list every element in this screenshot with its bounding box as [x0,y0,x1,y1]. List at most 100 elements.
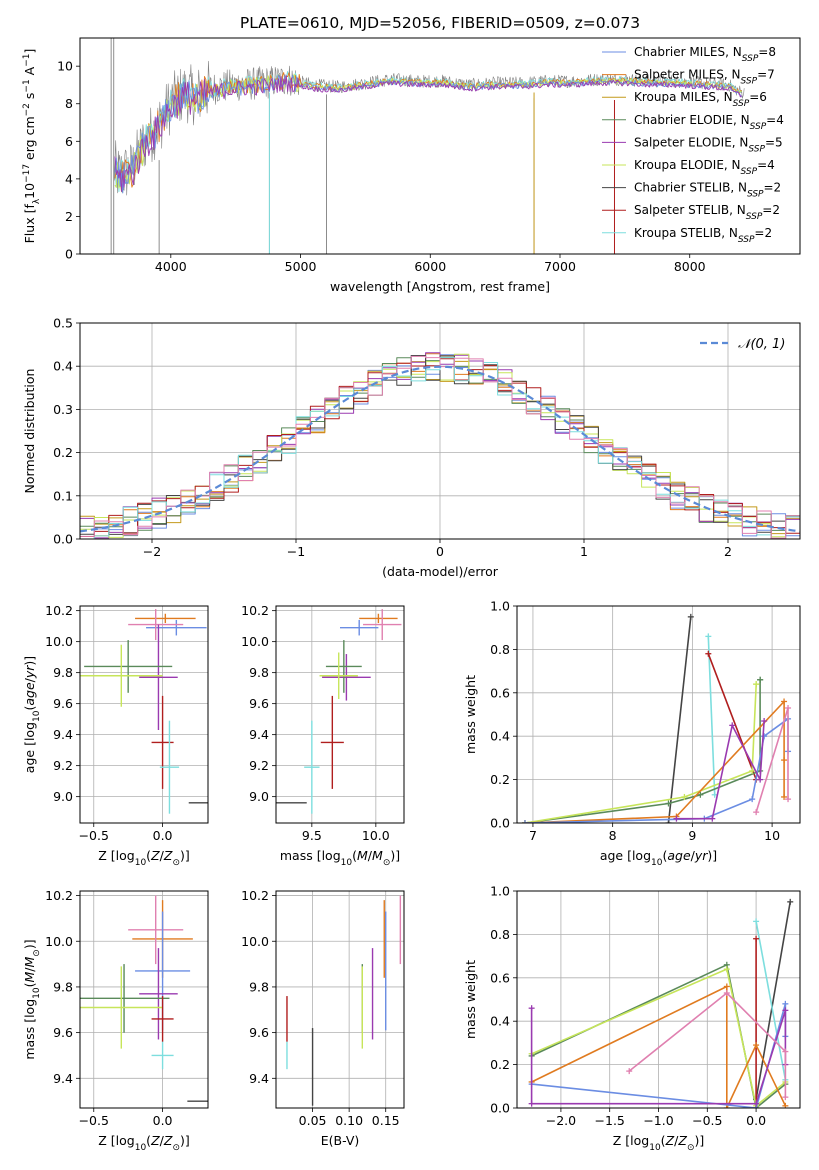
mass_vs_ebv-xtick-label: 0.05 [299,1113,327,1128]
label-part: Z [log [613,1133,649,1148]
age_vs_z-ytick-label: 9.4 [53,727,73,742]
label-part: 10 [649,1143,661,1153]
weight-line [524,679,761,823]
y-axis-label: mass [log10(M/M⊙)] [22,939,42,1059]
x-axis-label: mass [log10(M/M⊙)] [280,848,400,868]
massweight_vs_z-xtick-label: −2.0 [546,1113,576,1128]
label-part: M [372,848,383,863]
legend-label: Salpeter ELODIE, NSSP=5 [634,135,783,154]
massweight_vs_z-xtick-label: −1.5 [595,1113,625,1128]
massweight_vs_age-ytick-label: 0.2 [490,772,510,787]
mass_vs_ebv-ytick-label: 10.2 [241,888,269,903]
weight-line [524,717,789,823]
y-axis-label: age [log10(age/yr)] [22,656,42,773]
label-part: 10 [341,858,353,868]
age_vs_mass-plot-area [276,609,402,814]
label-part: ⊙ [172,858,180,868]
label-part: ( [661,1133,666,1148]
label-part: age [22,682,37,706]
label-part: Chabrier STELIB, N [634,181,747,195]
age_vs_z-ytick-label: 9.8 [53,665,73,680]
mass_vs_z-ytick-label: 10.0 [45,934,73,949]
spectrum-ytick-label: 10 [57,59,73,74]
residuals-xtick-label: −2 [143,544,161,559]
residuals-plot-area [80,352,800,539]
spectrum-ytick-label: 6 [65,134,73,149]
age_vs_z-ytick-label: 9.6 [53,696,73,711]
weight-line [755,921,787,1080]
label-part: / [22,677,37,682]
label-part: 10 [32,987,42,999]
y-axis-label: mass weight [463,960,478,1039]
label-part: =2 [754,226,772,240]
spectrum-ytick-label: 0 [65,247,73,262]
massweight_vs_age-ytick-label: 0.4 [490,729,510,744]
label-part: )] [707,848,717,863]
residuals-ytick-label: 0.2 [53,445,73,460]
label-part: ] [22,49,37,54]
label-part: Z [150,1133,160,1148]
spectrum-ytick-label: 8 [65,96,73,111]
axes-frame [79,605,209,824]
label-part: ⊙ [32,949,42,957]
x-axis-label: wavelength [Angstrom, rest frame] [330,279,550,294]
spectrum-xtick-label: 4000 [155,259,187,274]
legend-label: 𝒩(0, 1) [738,337,785,352]
label-part: Z [677,1133,687,1148]
age_vs_z-panel: −0.5 0.09.09.29.49.69.810.010.2Z [log10(Z… [22,603,209,868]
label-part: yr [694,848,708,863]
massweight_vs_age-xtick-label: 9 [688,828,696,843]
label-part: =2 [764,181,782,195]
legend-label: Salpeter MILES, NSSP=7 [634,68,775,87]
weight-line [707,653,757,780]
label-part: Kroupa STELIB, N [634,226,738,240]
residuals-ytick-label: 0.1 [53,488,73,503]
massweight_vs_age-xtick-label: 8 [609,828,617,843]
y-axis-label: mass weight [463,675,478,754]
label-part: SSP [733,99,750,109]
residuals-xtick-label: −1 [287,544,305,559]
label-part: ( [22,706,37,711]
label-part: −1 [22,54,32,67]
mass_vs_z-plot-area [80,895,208,1102]
label-part: =8 [758,45,776,59]
mass_vs_ebv-xtick-label: 0.10 [335,1113,363,1128]
age_vs_z-xtick-label: 0.0 [153,828,173,843]
label-part: SSP [741,77,758,87]
massweight_vs_z-ytick-label: 0.6 [490,970,510,985]
age_vs_mass-xtick-label: 9.5 [302,828,322,843]
x-axis-label: (data-model)/error [382,564,499,579]
legend-label: Kroupa MILES, NSSP=6 [634,90,767,109]
spectrum-ytick-label: 4 [65,171,73,186]
label-part: ( [146,848,151,863]
age_vs_z-plot-area [80,609,208,814]
label-part: ⊙ [172,1143,180,1153]
label-part: Normed distribution [22,369,37,494]
mass_vs_z-ytick-label: 9.4 [53,1071,73,1086]
age_vs_mass-panel: 9.5 10.0 9.0 9.2 9.4 9.6 9.8 10.0 10.2 mass [log1… [241,603,405,868]
label-part: SSP [747,190,764,200]
massweight_vs_age-ytick-label: 0.8 [490,642,510,657]
massweight_vs_age-ytick-label: 0.6 [490,685,510,700]
label-part: −17 [22,164,32,183]
axes-frame [79,890,209,1109]
mass_vs_ebv-ytick-label: 9.4 [249,1071,269,1086]
weight-line [667,616,692,823]
massweight_vs_z-ytick-label: 0.8 [490,927,510,942]
label-part: yr [22,665,37,679]
label-part: E(B-V) [321,1133,360,1148]
label-part: / [22,967,37,972]
mass_vs_z-xtick-label: 0.0 [153,1113,173,1128]
residuals-xtick-label: 0 [436,544,444,559]
label-part: ( [662,848,667,863]
mass_vs_ebv-xtick-label: 0.15 [372,1113,400,1128]
massweight_vs_z-xtick-label: −1.0 [643,1113,673,1128]
age_vs_mass-ytick-label: 9.2 [249,758,269,773]
residuals-xtick-label: 1 [580,544,588,559]
age_vs_mass-ytick-label: 9.0 [249,789,269,804]
label-part: SSP [746,212,763,222]
residuals-panel: −2 −1 0 1 2 0.0 0.1 0.2 0.3 0.4 0.5 (data-model)/er… [22,316,801,579]
label-part: Z [log [98,1133,134,1148]
